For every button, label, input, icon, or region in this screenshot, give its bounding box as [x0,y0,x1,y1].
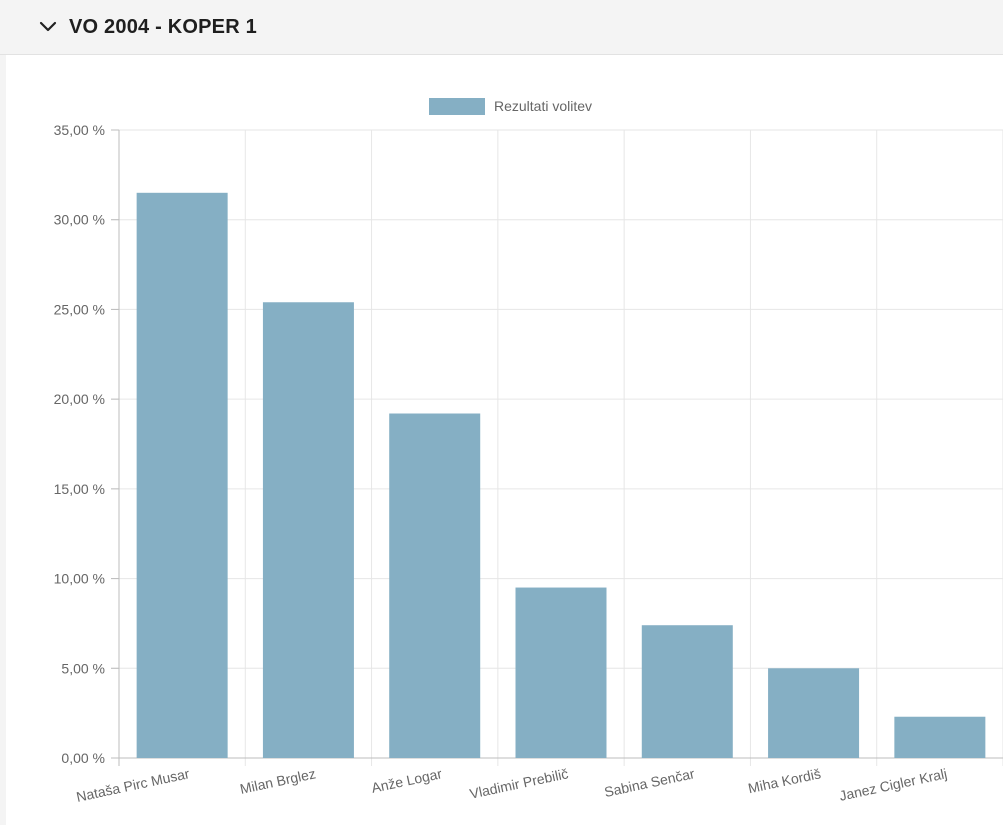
x-tick-label: Anže Logar [370,765,444,796]
y-tick-label: 30,00 % [54,212,105,228]
bar [768,668,860,758]
y-tick-label: 20,00 % [54,391,105,407]
y-tick-label: 5,00 % [61,660,105,676]
bar [389,413,481,758]
x-tick-label: Milan Brglez [238,765,317,797]
x-tick-labels: Nataša Pirc Musar Milan Brglez Anže Logar V… [75,765,949,805]
y-tick-label: 25,00 % [54,301,105,317]
bar [515,587,607,758]
x-tick-label: Sabina Senčar [603,765,696,800]
legend-label: Rezultati volitev [494,98,592,114]
legend-swatch [429,98,485,115]
y-tick-label: 10,00 % [54,571,105,587]
panel-left-border [0,55,6,825]
y-tick-labels: 0,00 % 5,00 % 10,00 % 15,00 % 20,00 % 25,00 %… [54,122,105,766]
y-tick-label: 15,00 % [54,481,105,497]
x-tick-label: Vladimir Prebilič [468,765,569,802]
legend[interactable]: Rezultati volitev [429,98,592,115]
panel-header[interactable]: VO 2004 - KOPER 1 [0,0,1003,55]
panel-title: VO 2004 - KOPER 1 [69,15,257,38]
x-tick-label: Janez Cigler Kralj [838,765,949,803]
grid-lines [111,129,1003,766]
bar [136,192,228,759]
chevron-down-icon[interactable] [37,16,59,38]
x-tick-label: Miha Kordiš [747,765,823,796]
bar [262,302,354,758]
x-tick-label: Nataša Pirc Musar [75,765,191,805]
y-tick-label: 35,00 % [54,122,105,138]
y-tick-label: 0,00 % [61,750,105,766]
bar [894,716,986,758]
bar [641,625,733,758]
bars [136,192,986,759]
